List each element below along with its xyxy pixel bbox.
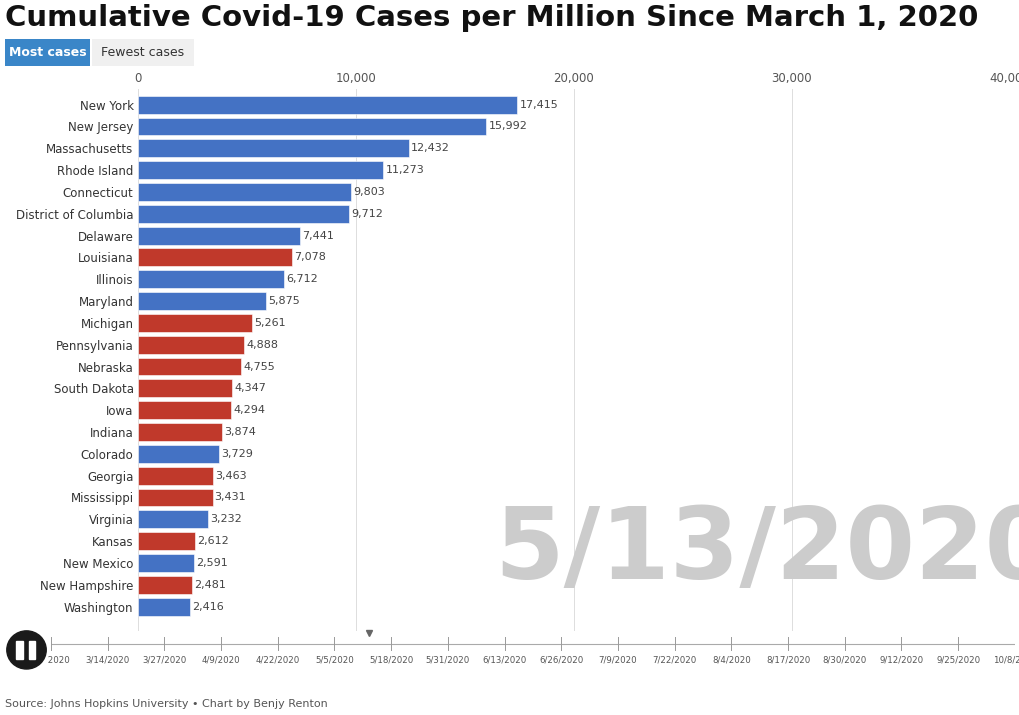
Bar bbox=[138, 270, 283, 288]
Bar bbox=[138, 423, 222, 441]
Text: 10/8/2020: 10/8/2020 bbox=[991, 656, 1019, 665]
Text: 3/14/2020: 3/14/2020 bbox=[86, 656, 129, 665]
Bar bbox=[138, 336, 244, 354]
Text: 5/18/2020: 5/18/2020 bbox=[369, 656, 413, 665]
Text: 5/13/2020: 5/13/2020 bbox=[494, 503, 1019, 600]
Bar bbox=[138, 292, 266, 310]
Text: 15,992: 15,992 bbox=[488, 122, 527, 132]
Bar bbox=[138, 576, 192, 593]
Text: 3,232: 3,232 bbox=[210, 514, 242, 524]
Text: 6/13/2020: 6/13/2020 bbox=[482, 656, 526, 665]
Text: 5/31/2020: 5/31/2020 bbox=[425, 656, 470, 665]
Text: 3/27/2020: 3/27/2020 bbox=[142, 656, 186, 665]
Text: 5/5/2020: 5/5/2020 bbox=[315, 656, 354, 665]
Text: 4/22/2020: 4/22/2020 bbox=[256, 656, 300, 665]
Bar bbox=[138, 96, 517, 114]
Text: 4,888: 4,888 bbox=[247, 340, 278, 350]
Text: 3,431: 3,431 bbox=[214, 493, 246, 503]
Text: 2,416: 2,416 bbox=[193, 601, 224, 611]
Text: 9,712: 9,712 bbox=[352, 209, 383, 219]
Text: 12,432: 12,432 bbox=[411, 143, 449, 153]
Text: 2,481: 2,481 bbox=[194, 580, 225, 590]
Bar bbox=[138, 183, 352, 201]
Text: 7,441: 7,441 bbox=[302, 231, 333, 240]
Text: 8/4/2020: 8/4/2020 bbox=[711, 656, 750, 665]
Text: 5,875: 5,875 bbox=[268, 296, 300, 306]
Text: 6/26/2020: 6/26/2020 bbox=[539, 656, 583, 665]
Bar bbox=[138, 249, 291, 267]
Bar bbox=[138, 314, 252, 332]
Text: 9/25/2020: 9/25/2020 bbox=[935, 656, 979, 665]
Bar bbox=[138, 532, 195, 550]
Bar bbox=[138, 554, 194, 572]
Text: 4/9/2020: 4/9/2020 bbox=[202, 656, 240, 665]
Bar bbox=[138, 467, 213, 485]
Text: 3/1/2020: 3/1/2020 bbox=[32, 656, 70, 665]
Text: 3,874: 3,874 bbox=[224, 427, 256, 437]
Text: 4,755: 4,755 bbox=[244, 362, 275, 372]
Circle shape bbox=[7, 631, 46, 669]
Text: 7,078: 7,078 bbox=[293, 252, 326, 262]
Text: 3,463: 3,463 bbox=[215, 470, 247, 480]
Bar bbox=[138, 358, 242, 375]
Text: 9/12/2020: 9/12/2020 bbox=[878, 656, 922, 665]
Text: 7/22/2020: 7/22/2020 bbox=[652, 656, 696, 665]
Text: 3,729: 3,729 bbox=[221, 449, 253, 459]
Bar bbox=[138, 380, 232, 398]
Text: 7/9/2020: 7/9/2020 bbox=[598, 656, 637, 665]
Bar bbox=[138, 227, 300, 245]
Bar bbox=[138, 139, 409, 157]
Text: Cumulative Covid-19 Cases per Million Since March 1, 2020: Cumulative Covid-19 Cases per Million Si… bbox=[5, 4, 977, 31]
Text: 4,294: 4,294 bbox=[233, 405, 265, 415]
Text: 8/17/2020: 8/17/2020 bbox=[765, 656, 809, 665]
Bar bbox=[138, 161, 383, 179]
Text: Most cases: Most cases bbox=[8, 46, 87, 59]
Bar bbox=[138, 117, 486, 135]
Bar bbox=[138, 511, 208, 528]
Text: Fewest cases: Fewest cases bbox=[101, 46, 184, 59]
Text: 9,803: 9,803 bbox=[354, 187, 385, 197]
Bar bbox=[29, 641, 35, 659]
Text: 11,273: 11,273 bbox=[385, 165, 424, 175]
Bar bbox=[138, 401, 231, 419]
Text: 2,591: 2,591 bbox=[197, 558, 228, 568]
Bar bbox=[138, 488, 212, 506]
Text: 6,712: 6,712 bbox=[286, 275, 318, 285]
Text: Source: Johns Hopkins University • Chart by Benjy Renton: Source: Johns Hopkins University • Chart… bbox=[5, 699, 327, 709]
Text: 17,415: 17,415 bbox=[519, 99, 557, 109]
Text: 2,612: 2,612 bbox=[197, 536, 228, 546]
Text: 5,261: 5,261 bbox=[255, 318, 286, 328]
Text: 8/30/2020: 8/30/2020 bbox=[822, 656, 866, 665]
Bar bbox=[138, 445, 219, 463]
Bar bbox=[16, 641, 22, 659]
Bar bbox=[138, 204, 350, 222]
Bar bbox=[138, 598, 191, 616]
Text: 4,347: 4,347 bbox=[234, 383, 266, 393]
